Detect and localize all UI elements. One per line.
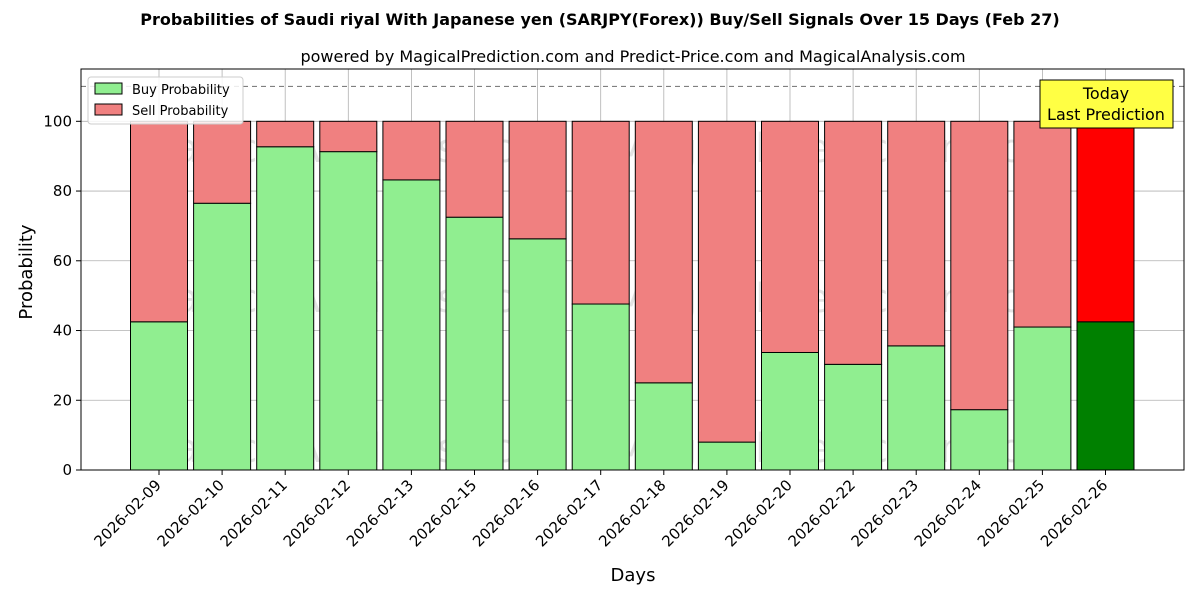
buy-bar-2026-02-22 bbox=[824, 363, 883, 471]
x-tick-label: 2026-02-09 bbox=[90, 476, 164, 550]
y-tick-label: 0 bbox=[62, 461, 72, 479]
legend: Buy Probability Sell Probability bbox=[87, 76, 244, 125]
x-tick-label: 2026-02-22 bbox=[785, 476, 859, 550]
sell-bar-2026-02-19 bbox=[697, 120, 756, 443]
legend-box bbox=[87, 76, 244, 125]
buy-bar-2026-02-13 bbox=[382, 179, 441, 471]
today-label: Today bbox=[1082, 84, 1129, 103]
sell-bar-2026-02-17 bbox=[571, 120, 630, 305]
sell-bar-2026-02-10 bbox=[193, 120, 252, 204]
x-tick-label: 2026-02-25 bbox=[974, 476, 1048, 550]
legend-label-buy: Buy Probability bbox=[132, 83, 230, 98]
y-tick-label: 80 bbox=[53, 182, 72, 200]
buy-bar-2026-02-15 bbox=[445, 216, 504, 471]
y-tick-label: 40 bbox=[53, 322, 72, 340]
sell-bar-2026-02-22 bbox=[824, 120, 883, 365]
today-annotation-box bbox=[1039, 79, 1174, 129]
buy-bar-2026-02-18 bbox=[634, 382, 693, 471]
buy-bar-2026-02-17 bbox=[571, 303, 630, 471]
sell-bar-2026-02-09 bbox=[130, 120, 188, 323]
buy-bar-2026-02-24 bbox=[950, 409, 1009, 471]
sell-bar-2026-02-15 bbox=[445, 120, 504, 218]
last-prediction-label: Last Prediction bbox=[1047, 105, 1165, 124]
x-tick-label: 2026-02-13 bbox=[343, 476, 417, 550]
sell-bar-2026-02-13 bbox=[382, 120, 441, 181]
buy-bar-2026-02-12 bbox=[319, 151, 378, 471]
buy-bar-2026-02-09 bbox=[130, 321, 188, 471]
x-tick-label: 2026-02-19 bbox=[658, 476, 732, 550]
bars-layer bbox=[81, 85, 1184, 471]
x-axis-label: Days bbox=[611, 565, 656, 586]
x-tick-label: 2026-02-24 bbox=[911, 476, 985, 550]
sell-bar-2026-02-23 bbox=[887, 120, 946, 347]
legend-swatch-buy bbox=[94, 82, 123, 95]
buy-bar-2026-02-25 bbox=[1013, 326, 1072, 471]
x-tick-label: 2026-02-15 bbox=[406, 476, 480, 550]
y-tick-label: 100 bbox=[43, 112, 72, 130]
x-tick-label: 2026-02-11 bbox=[217, 476, 291, 550]
y-tick-label: 60 bbox=[53, 252, 72, 270]
x-tick-label: 2026-02-10 bbox=[154, 476, 228, 550]
legend-swatch-sell bbox=[94, 103, 123, 116]
sell-bar-2026-02-25 bbox=[1013, 120, 1072, 328]
today-annotation: Today Last Prediction bbox=[1039, 79, 1174, 129]
x-tick-label: 2026-02-16 bbox=[469, 476, 543, 550]
sell-bar-2026-02-12 bbox=[319, 120, 378, 153]
x-tick-label: 2026-02-12 bbox=[280, 476, 354, 550]
sell-bar-2026-02-16 bbox=[508, 120, 567, 240]
buy-bar-2026-02-19 bbox=[697, 441, 756, 471]
buy-bar-2026-02-16 bbox=[508, 238, 567, 471]
buy-bar-2026-02-20 bbox=[761, 351, 819, 471]
x-tick-label: 2026-02-26 bbox=[1037, 476, 1111, 550]
sell-bar-2026-02-24 bbox=[950, 120, 1009, 411]
y-axis-label: Probability bbox=[16, 224, 37, 319]
plot-frame bbox=[80, 68, 1185, 471]
x-tick-label: 2026-02-23 bbox=[848, 476, 922, 550]
y-tick-label: 20 bbox=[53, 391, 72, 409]
buy-bar-2026-02-26 bbox=[1076, 321, 1135, 471]
chart-title: Probabilities of Saudi riyal With Japane… bbox=[140, 10, 1059, 29]
x-tick-label: 2026-02-17 bbox=[532, 476, 606, 550]
sell-bar-2026-02-11 bbox=[256, 120, 315, 148]
sell-bar-2026-02-20 bbox=[761, 120, 819, 353]
x-tick-label: 2026-02-18 bbox=[595, 476, 669, 550]
x-tick-label: 2026-02-20 bbox=[721, 476, 795, 550]
sell-bar-2026-02-18 bbox=[634, 120, 693, 384]
legend-label-sell: Sell Probability bbox=[132, 104, 229, 119]
buy-bar-2026-02-11 bbox=[256, 146, 315, 471]
sell-bar-2026-02-26 bbox=[1076, 120, 1135, 323]
buy-bar-2026-02-23 bbox=[887, 345, 946, 471]
buy-bar-2026-02-10 bbox=[193, 202, 252, 471]
chart-subtitle: powered by MagicalPrediction.com and Pre… bbox=[300, 47, 965, 66]
